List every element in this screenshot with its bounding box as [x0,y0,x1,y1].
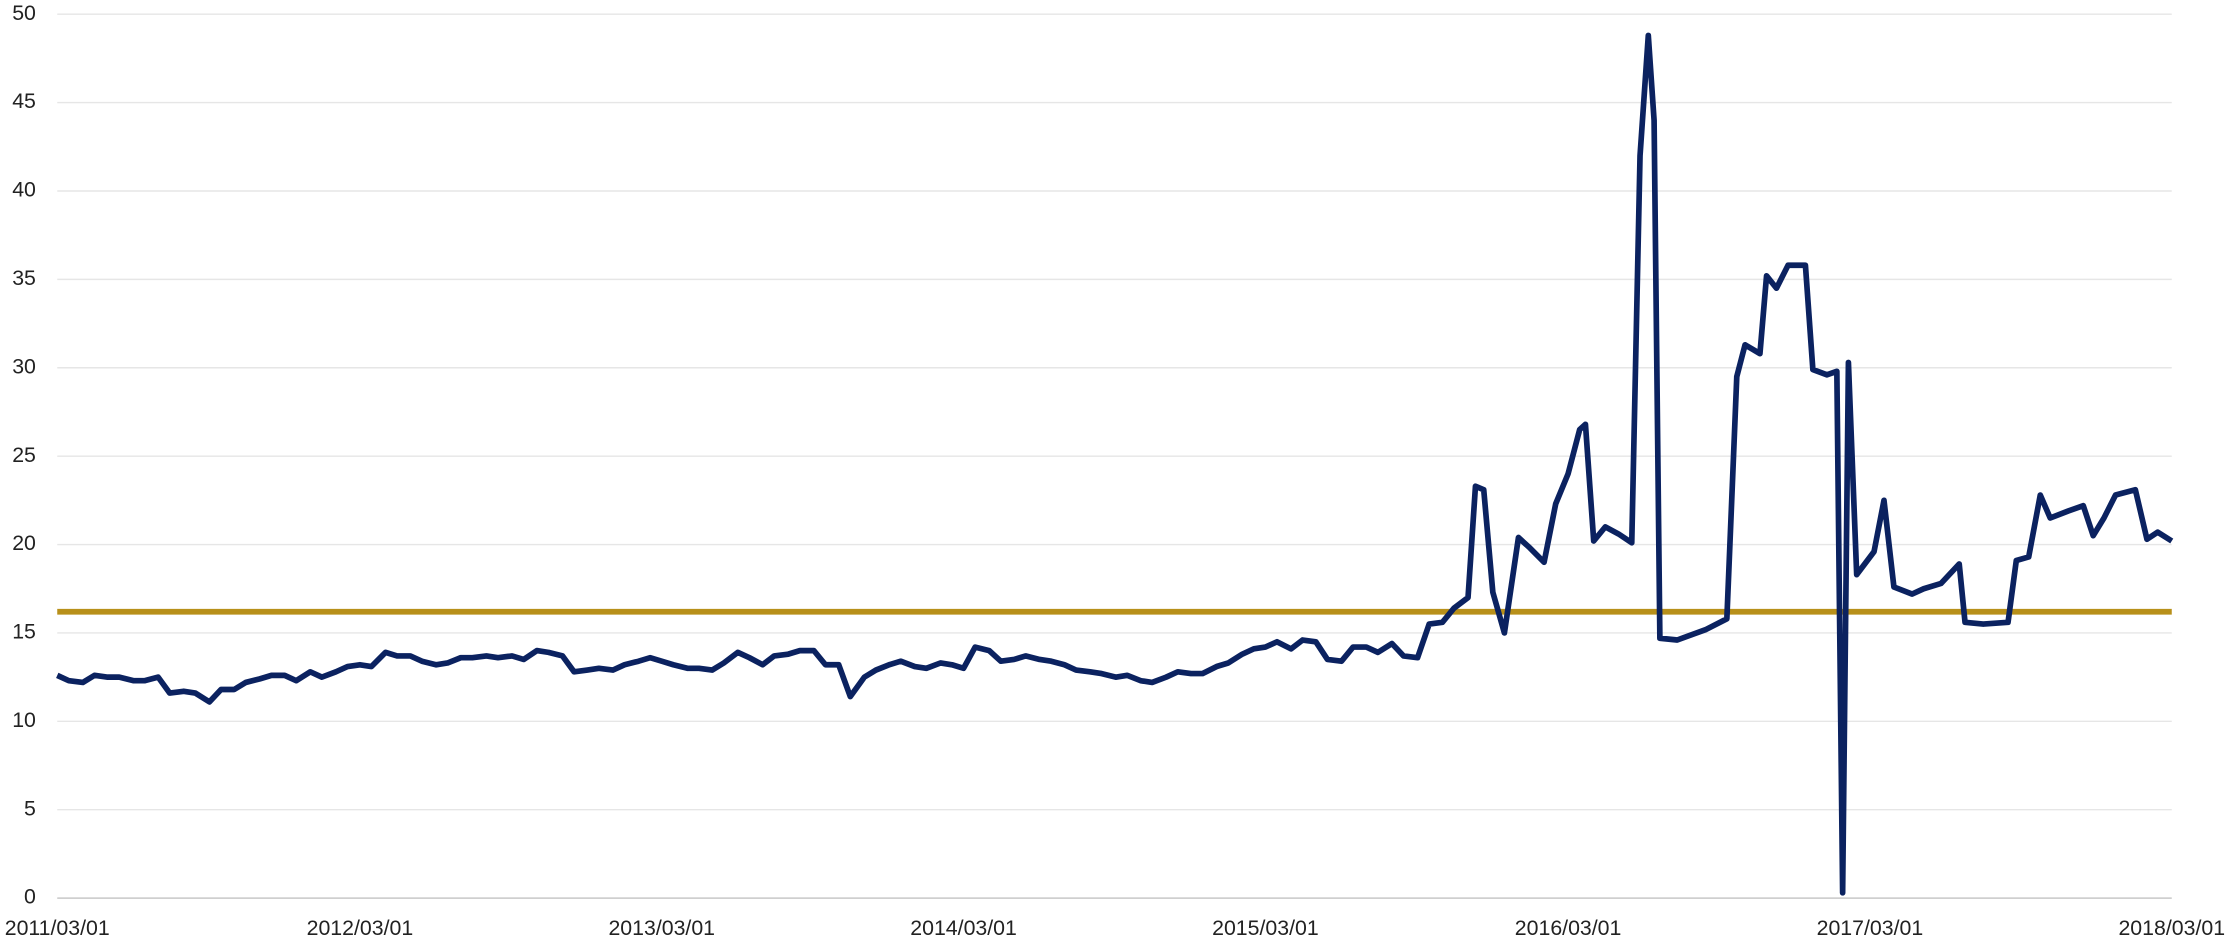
y-tick-label: 25 [12,443,36,467]
x-tick-label: 2014/03/01 [910,916,1017,940]
y-tick-label: 10 [12,708,36,732]
x-tick-label: 2017/03/01 [1817,916,1924,940]
y-tick-label: 30 [12,354,36,378]
y-tick-label: 0 [24,885,36,909]
y-tick-label: 50 [12,1,36,25]
y-tick-label: 35 [12,266,36,290]
x-tick-label: 2016/03/01 [1515,916,1622,940]
y-tick-label: 20 [12,531,36,555]
y-tick-label: 15 [12,620,36,644]
x-tick-label: 2011/03/01 [5,916,110,940]
x-tick-label: 2012/03/01 [307,916,414,940]
x-tick-label: 2013/03/01 [608,916,715,940]
line-series [56,32,2174,896]
y-tick-label: 5 [24,796,36,820]
y-tick-label: 45 [12,89,36,113]
x-tick-label: 2018/03/01 [2118,916,2225,940]
x-tick-label: 2015/03/01 [1212,916,1319,940]
y-tick-label: 40 [12,178,36,202]
